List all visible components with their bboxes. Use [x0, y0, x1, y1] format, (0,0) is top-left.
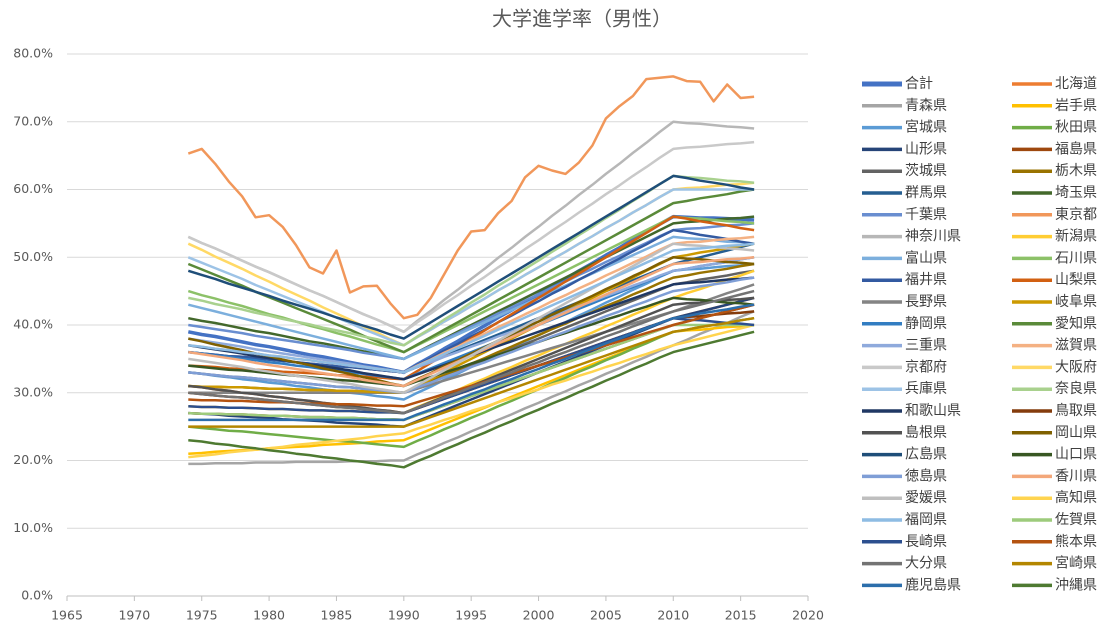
series-line	[188, 256, 755, 388]
y-tick-label: 70.0%	[13, 113, 53, 128]
x-tick-label: 1990	[388, 608, 420, 623]
legend-label: 静岡県	[905, 316, 947, 332]
legend-label: 神奈川県	[905, 229, 961, 245]
legend-label: 愛媛県	[905, 490, 947, 506]
legend-label: 奈良県	[1055, 381, 1097, 397]
y-tick-label: 40.0%	[13, 317, 53, 332]
y-tick-label: 60.0%	[13, 181, 53, 196]
series-line	[188, 242, 755, 374]
x-tick-label: 2020	[792, 608, 824, 623]
legend-label: 福島県	[1055, 141, 1097, 157]
legend-label: 三重県	[905, 338, 947, 354]
x-tick-label: 2010	[657, 608, 689, 623]
x-tick-label: 1995	[455, 608, 487, 623]
x-tick-label: 1970	[118, 608, 150, 623]
legend-label: 群馬県	[905, 185, 947, 201]
legend-label: 京都府	[905, 359, 947, 375]
series-line	[188, 256, 755, 374]
series-line	[187, 235, 755, 361]
legend-label: 埼玉県	[1055, 185, 1097, 201]
series-line	[188, 316, 755, 428]
legend-label: 新潟県	[1055, 229, 1097, 245]
legend-label: 北海道	[1055, 76, 1097, 92]
series-line	[188, 215, 755, 361]
legend-label: 広島県	[905, 447, 947, 463]
legend-label: 長野県	[905, 294, 947, 310]
legend-label: 青森県	[905, 98, 947, 114]
series-line	[188, 330, 755, 469]
series-line	[188, 289, 755, 415]
legend-label: 富山県	[905, 249, 947, 266]
legend-label: 兵庫県	[905, 380, 947, 397]
series-line	[187, 188, 755, 347]
legend-label: 茨城県	[905, 163, 947, 179]
legend-label: 秋田県	[1055, 120, 1097, 136]
series-line	[188, 242, 755, 395]
legend-label: 山梨県	[1055, 272, 1097, 288]
series-line	[187, 75, 755, 320]
legend-label: 栃木県	[1055, 163, 1097, 179]
x-tick-label: 1980	[253, 608, 285, 623]
x-tick-label: 2000	[523, 608, 555, 623]
legend-label: 東京都	[1055, 207, 1097, 223]
x-tick-label: 1975	[186, 608, 218, 623]
legend-label: 岐阜県	[1055, 293, 1097, 310]
legend-label: 大分県	[905, 556, 947, 572]
legend-label: 愛知県	[1055, 315, 1097, 332]
legend-label: 岩手県	[1055, 98, 1097, 114]
series-line	[188, 276, 755, 395]
y-tick-label: 50.0%	[13, 249, 53, 264]
legend-label: 長崎県	[905, 534, 947, 550]
legend-label: 熊本県	[1055, 534, 1097, 550]
chart-title: 大学進学率（男性）	[492, 7, 672, 31]
legend-label: 佐賀県	[1055, 512, 1097, 528]
legend-label: 宮崎県	[1055, 556, 1097, 572]
y-tick-label: 0.0%	[21, 588, 53, 603]
legend-label: 山口県	[1055, 447, 1097, 463]
series-line	[187, 140, 755, 334]
series-line	[187, 174, 755, 340]
legend-label: 大阪府	[1055, 359, 1097, 375]
legend-label: 千葉県	[905, 207, 947, 223]
legend-label: 合計	[905, 76, 933, 92]
legend-label: 高知県	[1055, 489, 1097, 506]
x-tick-label: 2015	[725, 608, 757, 623]
y-tick-label: 30.0%	[13, 384, 53, 399]
legend-label: 和歌山県	[905, 403, 961, 419]
legend-label: 福岡県	[905, 512, 947, 528]
y-tick-label: 20.0%	[13, 452, 53, 467]
legend-label: 岡山県	[1055, 425, 1097, 441]
legend-label: 徳島県	[905, 468, 947, 484]
legend-label: 石川県	[1055, 250, 1097, 266]
x-tick-label: 1965	[51, 608, 83, 623]
legend-label: 宮城県	[905, 120, 947, 136]
legend-label: 島根県	[905, 425, 947, 441]
series-line	[188, 323, 755, 459]
series-line	[187, 188, 755, 354]
series-line	[188, 303, 755, 422]
legend-label: 福井県	[905, 272, 947, 288]
legend-label: 鳥取県	[1055, 403, 1097, 419]
legend-label: 香川県	[1055, 468, 1097, 484]
legend-label: 滋賀県	[1055, 338, 1097, 354]
legend-label: 鹿児島県	[905, 576, 961, 593]
y-tick-label: 10.0%	[13, 520, 53, 535]
legend-label: 山形県	[905, 141, 947, 157]
x-tick-label: 1985	[321, 608, 353, 623]
legend-label: 沖縄県	[1055, 577, 1097, 593]
y-tick-label: 80.0%	[13, 46, 53, 61]
x-tick-label: 2005	[590, 608, 622, 623]
